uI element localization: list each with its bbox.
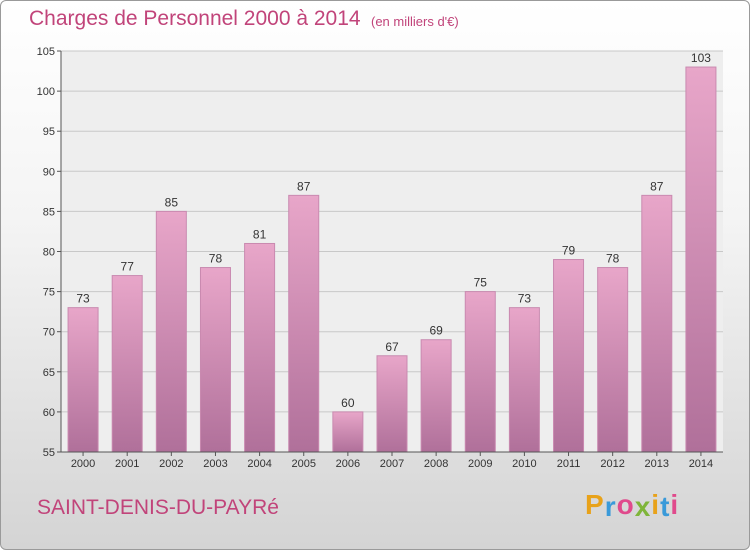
bar-2012 [597, 267, 629, 453]
y-tick-label: 60 [43, 407, 55, 419]
x-tick-label: 2014 [689, 458, 713, 470]
bar-value-label: 75 [474, 276, 488, 290]
bars: 73 77 85 78 81 87 60 67 69 75 73 79 78 87 103 [67, 51, 717, 453]
bar-2008 [420, 339, 452, 453]
bar-2005 [288, 194, 320, 453]
proxiti-logo: Proxiti [585, 489, 680, 522]
x-tick-label: 2007 [380, 458, 404, 470]
x-tick-label: 2009 [468, 458, 492, 470]
logo-letter: P [585, 489, 605, 520]
bar-2001 [111, 275, 143, 453]
chart-subtitle: (en milliers d'€) [371, 14, 459, 29]
bar-value-label: 87 [650, 179, 664, 193]
x-tick-label: 2001 [115, 458, 139, 470]
bar-2003 [199, 267, 231, 453]
y-tick-label: 55 [43, 447, 55, 459]
bar-value-label: 60 [341, 396, 355, 410]
place-name: SAINT-DENIS-DU-PAYRé [37, 496, 279, 519]
logo-letter: o [616, 489, 635, 520]
bar-value-label: 73 [76, 292, 90, 306]
y-tick-label: 85 [43, 206, 55, 218]
bar-value-label: 81 [253, 227, 267, 241]
logo-letter: x [634, 491, 652, 522]
x-tick-label: 2004 [247, 458, 271, 470]
y-tick-label: 105 [37, 46, 55, 58]
x-tick-label: 2008 [424, 458, 448, 470]
bar-value-label: 78 [606, 252, 620, 266]
bar-2006 [332, 411, 364, 453]
bar-value-label: 79 [562, 244, 576, 258]
logo-letter: i [670, 489, 680, 520]
bar-2004 [244, 242, 276, 453]
bar-value-label: 77 [121, 260, 135, 274]
axes: 55 60 65 70 75 80 85 90 95 100 105 2000 2001 2002 2003… [37, 46, 723, 470]
logo-letter: r [604, 491, 617, 522]
y-tick-label: 90 [43, 166, 55, 178]
bar-value-label: 78 [209, 252, 223, 266]
x-tick-label: 2000 [71, 458, 95, 470]
x-tick-label: 2003 [203, 458, 227, 470]
y-tick-label: 95 [43, 126, 55, 138]
x-tick-label: 2013 [645, 458, 669, 470]
chart-title: Charges de Personnel 2000 à 2014 [29, 7, 361, 30]
bar-value-label: 73 [518, 292, 532, 306]
y-tick-label: 65 [43, 367, 55, 379]
y-tick-label: 70 [43, 327, 55, 339]
y-tick-label: 80 [43, 247, 55, 259]
bar-2011 [553, 259, 585, 453]
bar-value-label: 87 [297, 179, 311, 193]
x-tick-label: 2011 [557, 458, 581, 470]
bar-2000 [67, 307, 99, 453]
logo-letter: t [660, 491, 671, 522]
x-tick-label: 2005 [291, 458, 315, 470]
bar-2007 [376, 355, 408, 453]
x-tick-label: 2012 [600, 458, 624, 470]
bar-2013 [641, 194, 673, 453]
bar-value-label: 85 [165, 195, 179, 209]
bar-2002 [155, 210, 187, 453]
bar-2010 [508, 307, 540, 453]
logo-letter: i [651, 489, 661, 520]
bar-2009 [464, 291, 496, 453]
bar-value-label: 67 [385, 340, 399, 354]
x-tick-label: 2006 [336, 458, 360, 470]
x-tick-label: 2002 [159, 458, 183, 470]
y-tick-label: 75 [43, 287, 55, 299]
bar-value-label: 69 [429, 324, 443, 338]
bar-value-label: 103 [691, 51, 711, 65]
x-tick-label: 2010 [512, 458, 536, 470]
bar-2014 [685, 66, 717, 453]
y-tick-label: 100 [37, 86, 55, 98]
